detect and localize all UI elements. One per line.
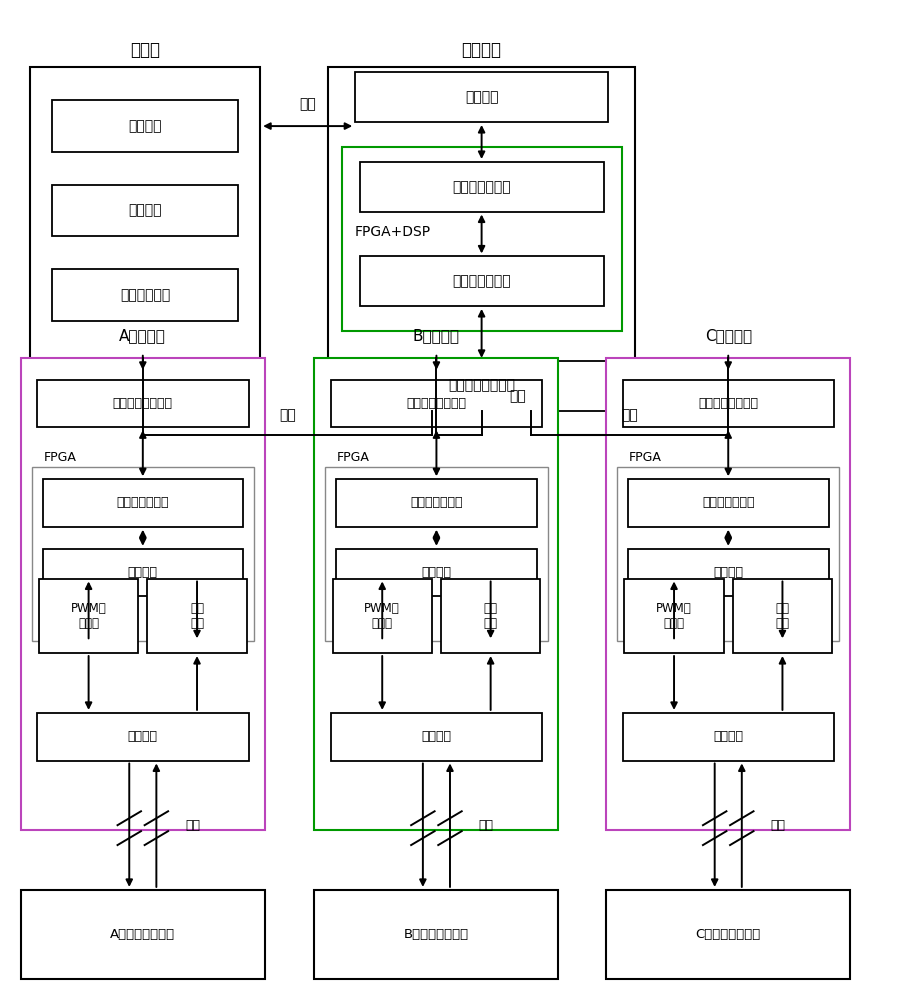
Text: 反馈
信号: 反馈 信号 — [775, 602, 789, 630]
Text: C相控制器: C相控制器 — [704, 328, 752, 343]
Text: 光纤接口: 光纤接口 — [464, 90, 498, 104]
Bar — [328, 67, 635, 435]
Bar — [342, 147, 622, 331]
Bar — [30, 67, 260, 366]
Text: 光纤接口: 光纤接口 — [714, 730, 744, 743]
Text: 主控制器: 主控制器 — [462, 41, 502, 59]
Bar — [325, 467, 547, 641]
Text: 光纤: 光纤 — [509, 390, 526, 404]
Bar — [606, 890, 850, 979]
Bar — [624, 579, 724, 653]
Bar — [147, 579, 246, 653]
Bar — [628, 549, 828, 596]
Bar — [360, 256, 604, 306]
Bar — [336, 479, 536, 527]
Bar — [21, 358, 265, 830]
Text: 光纤接口: 光纤接口 — [128, 730, 158, 743]
Text: PWM驱
动信号: PWM驱 动信号 — [365, 602, 400, 630]
Text: B相控制器: B相控制器 — [413, 328, 460, 343]
Text: A相功率单元器件: A相功率单元器件 — [110, 928, 175, 941]
Bar — [331, 380, 542, 427]
Text: 通信编解码模块: 通信编解码模块 — [453, 274, 511, 288]
Bar — [53, 185, 237, 236]
Bar — [628, 479, 828, 527]
Text: A相控制器: A相控制器 — [119, 328, 166, 343]
Text: B相功率单元器件: B相功率单元器件 — [404, 928, 469, 941]
Bar — [315, 890, 558, 979]
Text: 反馈
信号: 反馈 信号 — [484, 602, 497, 630]
Bar — [441, 579, 540, 653]
Bar — [617, 467, 839, 641]
Text: 信号处理: 信号处理 — [128, 204, 162, 218]
Text: 算法与信号处理: 算法与信号处理 — [453, 180, 511, 194]
Text: FPGA+DSP: FPGA+DSP — [355, 225, 431, 238]
Text: 高速光纤收发模块: 高速光纤收发模块 — [406, 397, 466, 410]
Bar — [733, 579, 832, 653]
Bar — [37, 380, 248, 427]
Bar — [336, 549, 536, 596]
Bar — [21, 890, 265, 979]
Bar — [37, 713, 248, 761]
Text: 光纤: 光纤 — [622, 408, 638, 422]
Text: 通信编解码模块: 通信编解码模块 — [116, 496, 169, 509]
Bar — [53, 269, 237, 321]
Bar — [315, 358, 558, 830]
Text: 信号处理: 信号处理 — [422, 566, 452, 579]
Text: 光纤接口: 光纤接口 — [128, 119, 162, 133]
Text: 反馈
信号: 反馈 信号 — [190, 602, 204, 630]
Text: 光纤: 光纤 — [185, 819, 200, 832]
Bar — [360, 162, 604, 212]
Text: 高速光纤收发模块: 高速光纤收发模块 — [698, 397, 758, 410]
Text: 光纤: 光纤 — [279, 408, 295, 422]
Bar — [32, 467, 254, 641]
Text: 信号处理: 信号处理 — [714, 566, 744, 579]
Text: C相功率单元器件: C相功率单元器件 — [695, 928, 761, 941]
Text: PWM驱
动信号: PWM驱 动信号 — [71, 602, 106, 630]
Bar — [355, 72, 608, 122]
Text: 高速光纤收发模块: 高速光纤收发模块 — [113, 397, 173, 410]
Text: FPGA: FPGA — [337, 451, 370, 464]
Text: 信号处理: 信号处理 — [128, 566, 158, 579]
Bar — [606, 358, 850, 830]
Text: FPGA: FPGA — [44, 451, 76, 464]
Text: 光纤: 光纤 — [299, 97, 316, 111]
Text: 光纤: 光纤 — [771, 819, 785, 832]
Text: 应用管理控制: 应用管理控制 — [120, 288, 170, 302]
Text: 通信编解码模块: 通信编解码模块 — [702, 496, 754, 509]
Bar — [355, 361, 608, 410]
Bar — [623, 713, 834, 761]
Text: PWM驱
动信号: PWM驱 动信号 — [656, 602, 692, 630]
Bar — [43, 549, 243, 596]
Bar — [53, 100, 237, 152]
Text: 上位机: 上位机 — [130, 41, 160, 59]
Bar — [623, 380, 834, 427]
Text: 高速光纤收发模块: 高速光纤收发模块 — [448, 379, 515, 393]
Bar — [333, 579, 432, 653]
Text: 光纤接口: 光纤接口 — [422, 730, 452, 743]
Bar — [331, 713, 542, 761]
Text: FPGA: FPGA — [629, 451, 662, 464]
Bar — [43, 479, 243, 527]
Text: 光纤: 光纤 — [479, 819, 494, 832]
Bar — [39, 579, 138, 653]
Text: 通信编解码模块: 通信编解码模块 — [410, 496, 463, 509]
